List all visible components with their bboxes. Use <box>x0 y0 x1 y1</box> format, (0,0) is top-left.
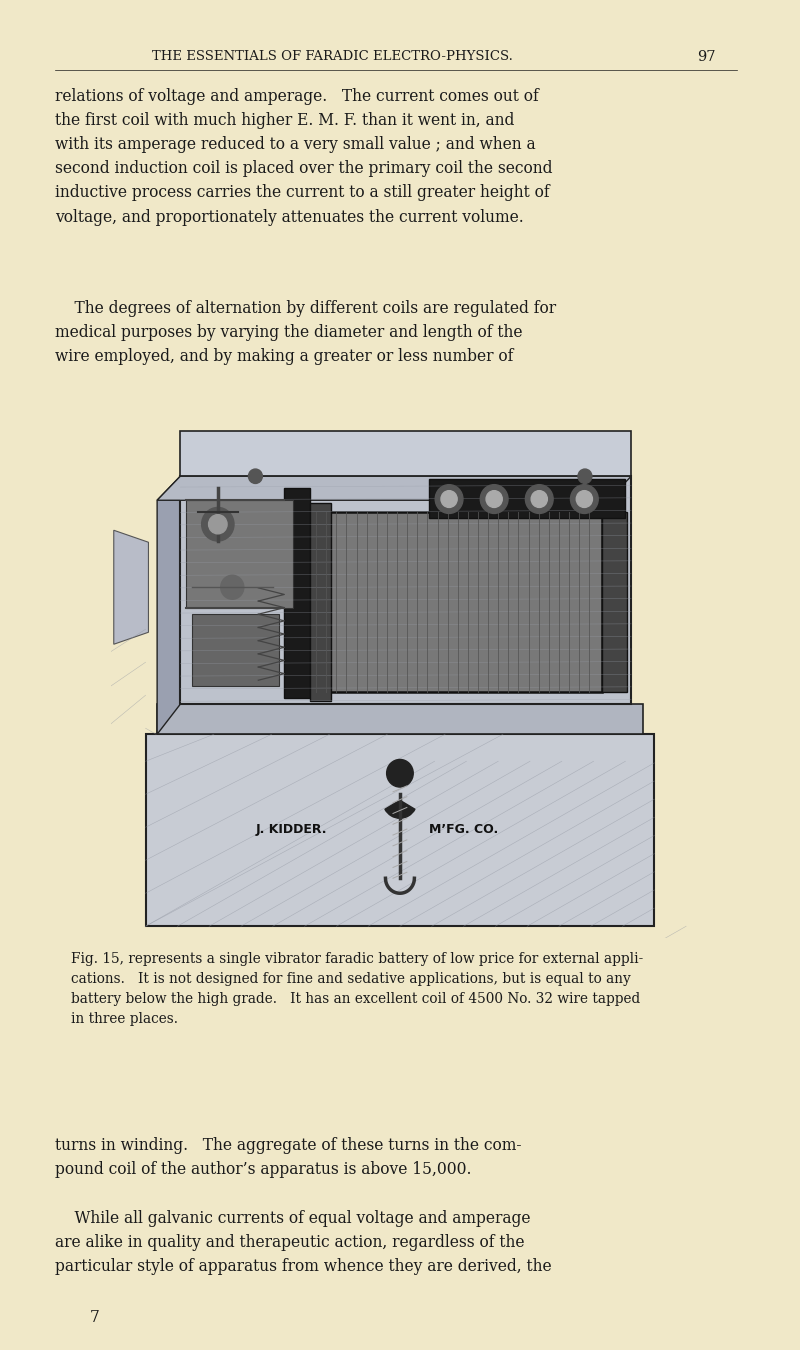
Text: 97: 97 <box>697 50 715 63</box>
Text: While all galvanic currents of equal voltage and amperage
are alike in quality a: While all galvanic currents of equal vol… <box>55 1210 552 1274</box>
Text: 7: 7 <box>90 1308 100 1326</box>
Text: Fig. 15, represents a single vibrator faradic battery of low price for external : Fig. 15, represents a single vibrator fa… <box>71 952 643 1026</box>
Text: turns in winding.   The aggregate of these turns in the com-
pound coil of the a: turns in winding. The aggregate of these… <box>55 1137 522 1177</box>
Text: relations of voltage and amperage.   The current comes out of
the first coil wit: relations of voltage and amperage. The c… <box>55 88 553 225</box>
Text: The degrees of alternation by different coils are regulated for
medical purposes: The degrees of alternation by different … <box>55 300 557 364</box>
Text: THE ESSENTIALS OF FARADIC ELECTRO-PHYSICS.: THE ESSENTIALS OF FARADIC ELECTRO-PHYSIC… <box>152 50 513 63</box>
